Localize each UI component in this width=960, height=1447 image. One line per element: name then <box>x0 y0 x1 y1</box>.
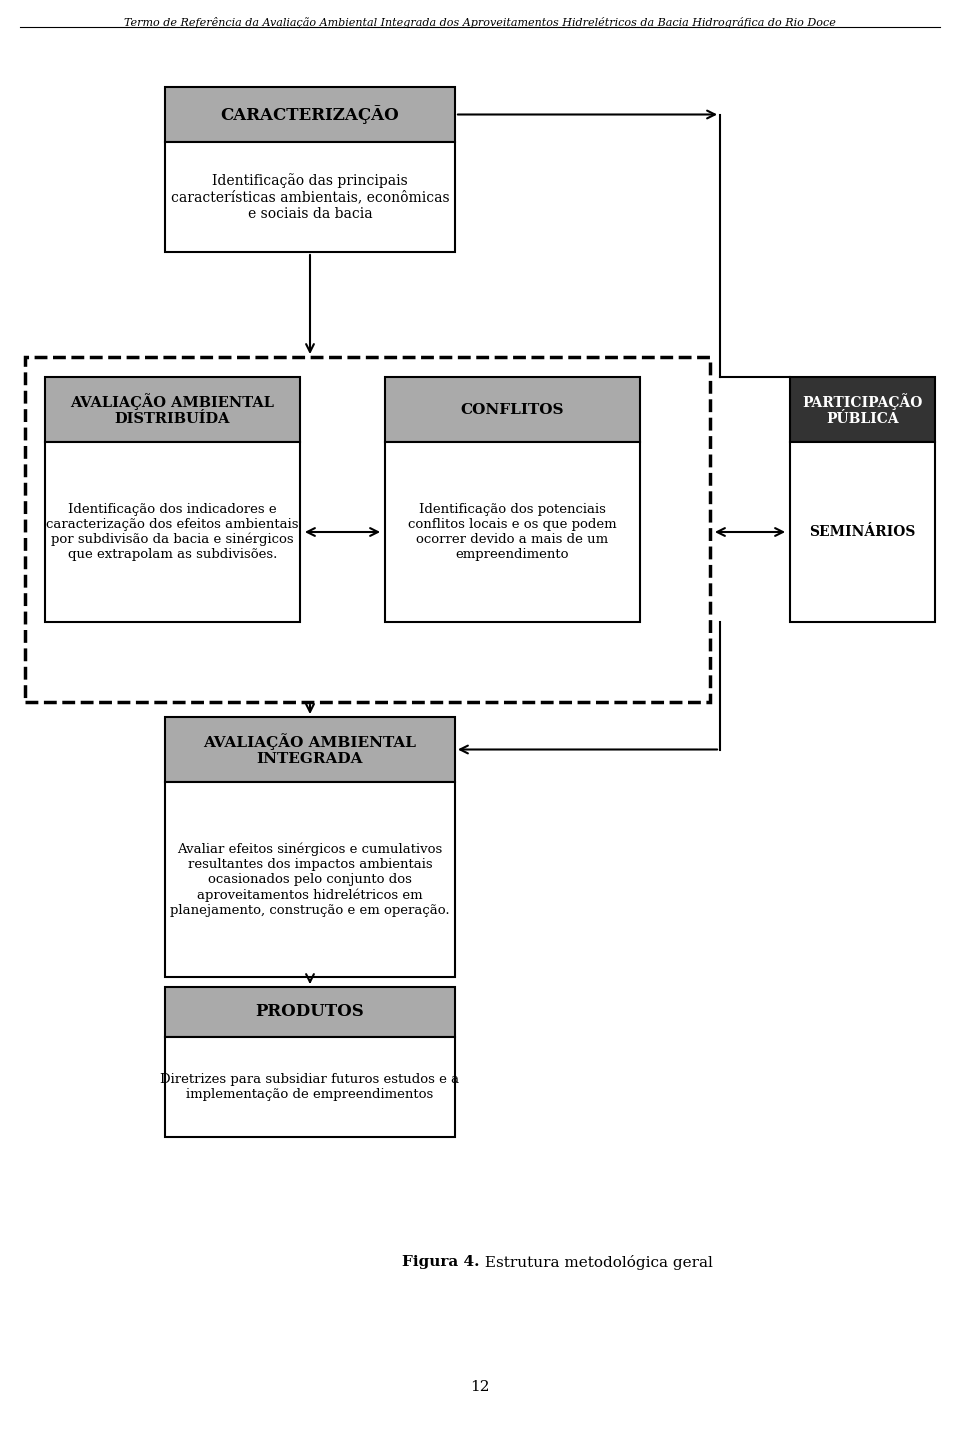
Bar <box>165 987 455 1037</box>
Bar <box>790 378 935 441</box>
Text: Estrutura metodológica geral: Estrutura metodológica geral <box>480 1255 713 1269</box>
Bar <box>25 357 710 702</box>
Bar <box>165 142 455 252</box>
Text: Figura 4.: Figura 4. <box>402 1255 480 1269</box>
Text: SEMINÁRIOS: SEMINÁRIOS <box>809 525 916 538</box>
Bar <box>790 441 935 622</box>
Bar <box>165 781 455 977</box>
Text: AVALIAÇÃO AMBIENTAL
DISTRIBUÍDA: AVALIAÇÃO AMBIENTAL DISTRIBUÍDA <box>70 394 275 425</box>
Text: CARACTERIZAÇÃO: CARACTERIZAÇÃO <box>221 106 399 124</box>
Text: Identificação das principais
características ambientais, econômicas
e sociais da: Identificação das principais característ… <box>171 174 449 220</box>
Text: Avaliar efeitos sinérgicos e cumulativos
resultantes dos impactos ambientais
oca: Avaliar efeitos sinérgicos e cumulativos… <box>170 842 450 916</box>
Text: Termo de Referência da Avaliação Ambiental Integrada dos Aproveitamentos Hidrelé: Termo de Referência da Avaliação Ambient… <box>124 17 836 27</box>
Text: PRODUTOS: PRODUTOS <box>255 1004 365 1020</box>
Text: AVALIAÇÃO AMBIENTAL
INTEGRADA: AVALIAÇÃO AMBIENTAL INTEGRADA <box>204 734 417 765</box>
Text: Identificação dos indicadores e
caracterização dos efeitos ambientais
por subdiv: Identificação dos indicadores e caracter… <box>46 502 299 561</box>
Bar <box>165 1037 455 1137</box>
Text: Identificação dos potenciais
conflitos locais e os que podem
ocorrer devido a ma: Identificação dos potenciais conflitos l… <box>408 504 617 561</box>
Bar <box>165 718 455 781</box>
Bar <box>385 441 640 622</box>
Text: CONFLITOS: CONFLITOS <box>461 402 564 417</box>
Bar <box>385 378 640 441</box>
Text: 12: 12 <box>470 1380 490 1393</box>
Bar <box>45 378 300 441</box>
Text: PARTICIPAÇÃO
PÚBLICA: PARTICIPAÇÃO PÚBLICA <box>803 394 923 425</box>
Bar <box>45 441 300 622</box>
Text: Diretrizes para subsidiar futuros estudos e a
implementação de empreendimentos: Diretrizes para subsidiar futuros estudo… <box>160 1074 460 1101</box>
Bar <box>165 87 455 142</box>
